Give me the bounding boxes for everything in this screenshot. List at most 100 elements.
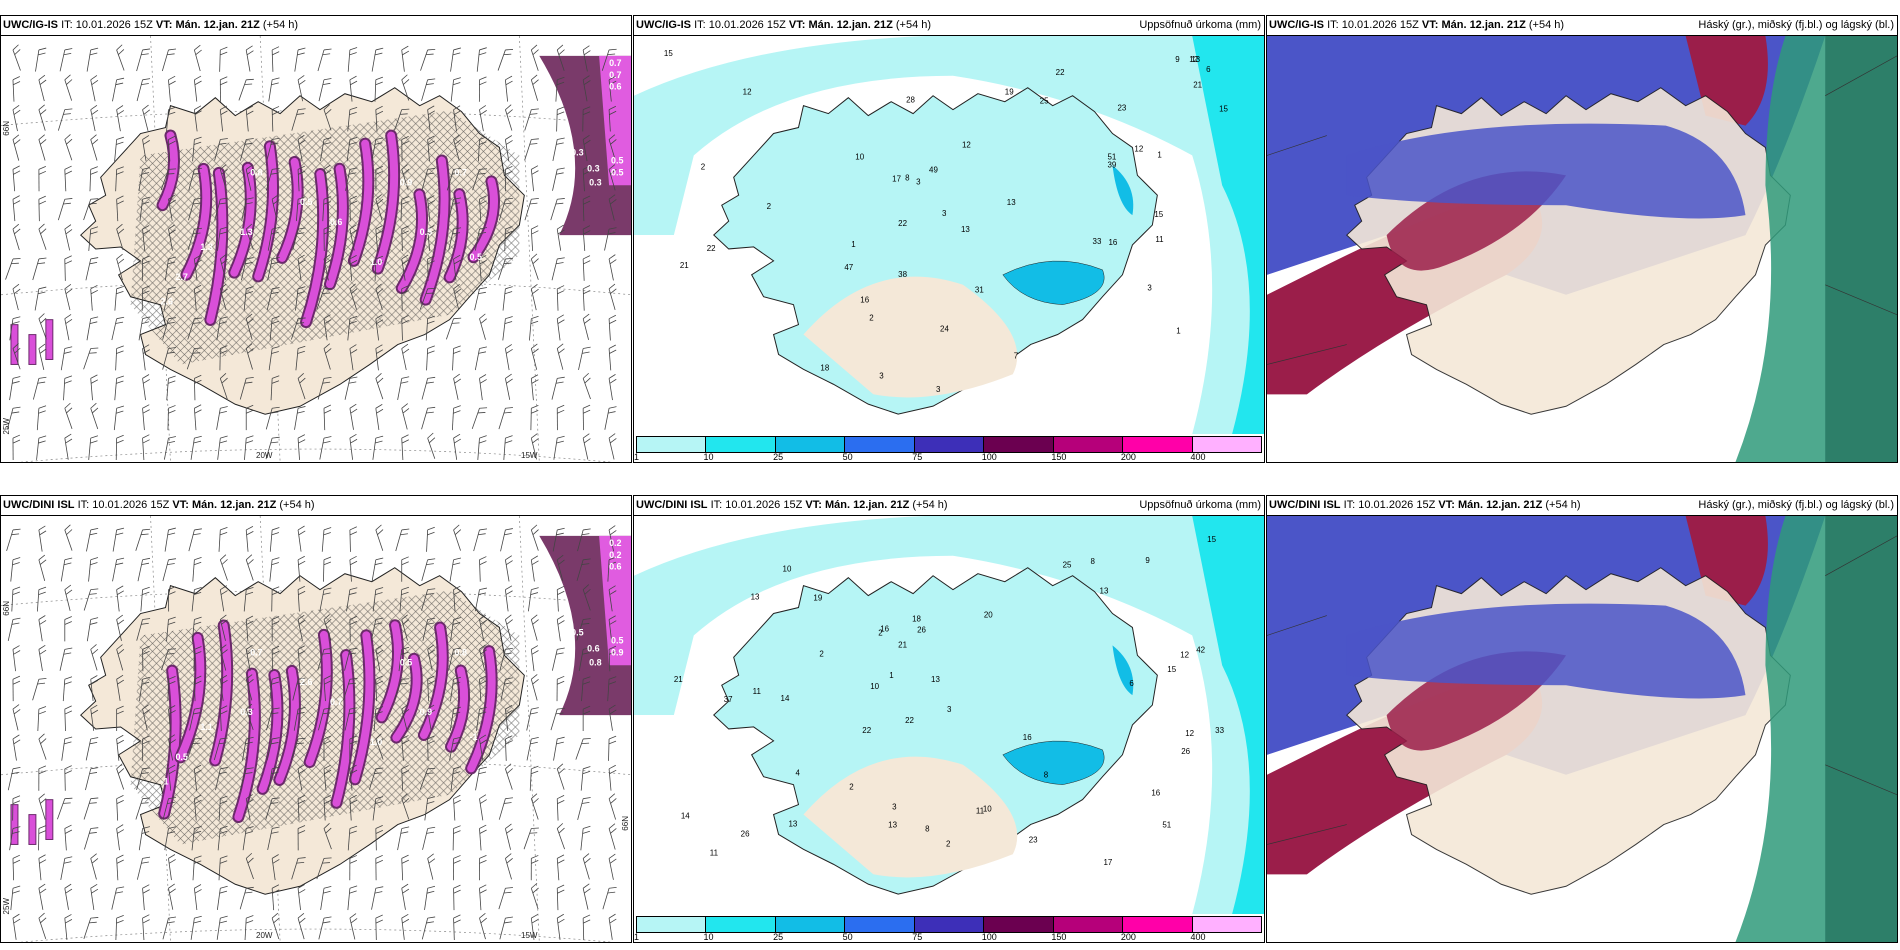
wind-barb [192, 136, 202, 162]
precip-value: 16 [1151, 789, 1160, 798]
wind-barb [474, 587, 487, 612]
snow-streak [467, 647, 496, 773]
wind-barb [294, 47, 306, 72]
wind-barb [526, 737, 539, 761]
precip-value: 18 [820, 363, 829, 372]
wind-barb [450, 77, 461, 102]
wind-barb [505, 373, 513, 400]
wind-barb [323, 614, 332, 641]
wind-barb [64, 883, 73, 910]
init-time-label: IT: [710, 499, 723, 511]
panel-title: Háský (gr.), miðský (fj.bl.) og lágský (… [1698, 19, 1894, 31]
wind-barb [608, 194, 617, 221]
wind-barb [38, 733, 47, 760]
wind-barb [168, 764, 176, 791]
valid-time-label: VT: [1421, 19, 1439, 31]
wind-barb [137, 557, 151, 582]
wind-barb [479, 884, 487, 911]
snow-value: 0.6 [609, 562, 621, 572]
wind-barb [114, 286, 124, 311]
wind-barb [505, 75, 513, 102]
wind-barb [83, 198, 99, 221]
wind-barb [552, 137, 565, 162]
wind-barb [426, 526, 435, 552]
wind-barb [114, 375, 124, 401]
wind-barb [244, 435, 254, 460]
precip-value: 13 [1191, 55, 1200, 64]
wind-barb [323, 404, 332, 431]
wind-barb [317, 48, 332, 72]
wind-barb [245, 105, 254, 132]
wind-barb [427, 255, 435, 281]
colorbar-swatch [845, 437, 915, 452]
precip-value: 31 [975, 286, 984, 295]
wind-barb [556, 106, 565, 132]
precip-value: 12 [1180, 650, 1189, 659]
wind-barb [193, 105, 202, 132]
wind-barb [450, 617, 461, 642]
wind-barb [38, 793, 47, 820]
precip-value: 37 [724, 695, 733, 704]
wind-barb [116, 644, 125, 671]
wind-barb [608, 764, 617, 791]
wind-barb [88, 557, 99, 582]
snow-band-pink [599, 55, 631, 186]
wind-barb [371, 557, 384, 582]
wind-barb [290, 737, 306, 760]
wind-barb [245, 45, 254, 72]
wind-barb [243, 586, 254, 612]
wind-barb [498, 797, 513, 820]
wind-barb [64, 255, 72, 281]
wind-barb [295, 345, 306, 371]
colorbar-tick: 75 [912, 932, 923, 942]
wind-barb [194, 44, 202, 72]
precip-value: 11 [710, 848, 719, 857]
wind-barb [90, 134, 99, 161]
wind-barb [453, 855, 461, 881]
wind-barb [168, 224, 176, 251]
snow-value: 0.5 [611, 167, 623, 177]
wind-barb [83, 588, 99, 611]
wind-barb [193, 764, 202, 791]
wind-barb [64, 314, 73, 341]
wind-barb [530, 284, 539, 311]
wind-barb [241, 197, 254, 221]
lon-label: 15W [521, 451, 538, 460]
wind-barb [38, 615, 47, 642]
precip-value: 19 [1005, 88, 1014, 97]
wind-barb [244, 915, 254, 940]
wind-barb [291, 108, 306, 131]
wind-barb [219, 614, 228, 641]
colorbar-tick: 75 [912, 452, 923, 462]
wind-barb [446, 168, 462, 191]
wind-barb [265, 797, 280, 820]
snow-strip [28, 334, 37, 365]
panel-title: Uppsöfnuð úrkoma (mm) [1139, 499, 1261, 511]
wind-barb [142, 404, 150, 431]
wind-barb [604, 227, 617, 251]
wind-barb [582, 404, 591, 431]
snow-value: 0.6 [330, 217, 342, 227]
wind-barb [375, 524, 384, 551]
wind-barb [168, 75, 176, 102]
snow-value: 0.5 [300, 197, 312, 207]
grid-line [1267, 824, 1347, 845]
wind-barb [555, 76, 565, 102]
wind-barb [240, 767, 254, 791]
wind-barb [344, 647, 358, 671]
lead-time: (+54 h) [895, 19, 932, 31]
wind-barb [267, 766, 280, 791]
precip-value: 39 [1107, 160, 1116, 169]
wind-barb [193, 794, 202, 821]
wind-barb [166, 375, 176, 401]
wind-barb [168, 194, 176, 221]
wind-barb [90, 402, 99, 430]
snow-streak [234, 669, 259, 822]
valid-time-label: VT: [788, 19, 806, 31]
wind-barb [505, 705, 513, 731]
wind-barb [86, 617, 99, 642]
wind-barb [141, 255, 150, 281]
wind-barb [64, 824, 73, 851]
model-source: UWC/IG-IS [636, 19, 691, 31]
wind-barb [602, 886, 617, 910]
